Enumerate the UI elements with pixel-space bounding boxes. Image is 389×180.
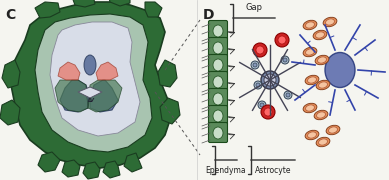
Ellipse shape <box>316 137 330 147</box>
FancyBboxPatch shape <box>209 37 228 57</box>
Ellipse shape <box>317 57 326 63</box>
Ellipse shape <box>213 127 223 139</box>
Ellipse shape <box>260 103 264 107</box>
FancyBboxPatch shape <box>209 123 228 143</box>
Ellipse shape <box>303 47 317 57</box>
Ellipse shape <box>264 74 276 86</box>
Polygon shape <box>0 100 20 125</box>
Ellipse shape <box>303 103 317 113</box>
Ellipse shape <box>213 76 223 88</box>
Ellipse shape <box>316 80 330 90</box>
Ellipse shape <box>213 93 223 105</box>
Ellipse shape <box>305 130 319 140</box>
Polygon shape <box>103 161 120 178</box>
Polygon shape <box>10 2 170 168</box>
Ellipse shape <box>256 83 260 87</box>
Ellipse shape <box>278 36 286 44</box>
Polygon shape <box>158 60 177 87</box>
Polygon shape <box>96 62 118 80</box>
Ellipse shape <box>256 46 264 54</box>
Polygon shape <box>145 2 162 17</box>
Ellipse shape <box>326 19 335 25</box>
Text: Gap: Gap <box>245 3 263 12</box>
Ellipse shape <box>264 108 272 116</box>
Ellipse shape <box>251 61 259 69</box>
Ellipse shape <box>317 112 326 118</box>
Ellipse shape <box>275 33 289 47</box>
Ellipse shape <box>261 71 279 89</box>
FancyBboxPatch shape <box>209 21 228 40</box>
Ellipse shape <box>319 139 328 145</box>
Ellipse shape <box>283 58 287 62</box>
Polygon shape <box>60 80 90 112</box>
Text: LV: LV <box>88 98 95 102</box>
Ellipse shape <box>313 30 327 40</box>
Polygon shape <box>88 80 122 112</box>
Ellipse shape <box>281 56 289 64</box>
Ellipse shape <box>314 110 328 120</box>
FancyBboxPatch shape <box>209 71 228 91</box>
Polygon shape <box>160 98 180 124</box>
FancyBboxPatch shape <box>209 105 228 125</box>
Polygon shape <box>124 153 142 172</box>
Text: Ependyma: Ependyma <box>206 166 246 175</box>
Polygon shape <box>83 162 100 179</box>
Text: D: D <box>203 8 214 22</box>
Text: C: C <box>5 8 15 22</box>
Ellipse shape <box>325 53 355 87</box>
Polygon shape <box>50 22 140 136</box>
Ellipse shape <box>254 81 262 89</box>
Ellipse shape <box>213 25 223 37</box>
Ellipse shape <box>305 75 319 85</box>
Polygon shape <box>62 160 80 177</box>
Polygon shape <box>78 87 102 98</box>
Ellipse shape <box>308 132 316 138</box>
Ellipse shape <box>315 55 329 65</box>
Ellipse shape <box>306 22 314 28</box>
Ellipse shape <box>213 110 223 122</box>
Ellipse shape <box>303 20 317 30</box>
Polygon shape <box>108 0 130 6</box>
Ellipse shape <box>253 43 267 57</box>
Ellipse shape <box>286 93 290 97</box>
Polygon shape <box>72 0 95 7</box>
Polygon shape <box>35 2 60 18</box>
Ellipse shape <box>329 127 337 133</box>
Polygon shape <box>90 80 118 112</box>
Ellipse shape <box>308 77 316 83</box>
Ellipse shape <box>319 82 328 88</box>
Ellipse shape <box>258 101 266 109</box>
Text: Astrocyte: Astrocyte <box>255 166 291 175</box>
Ellipse shape <box>323 17 337 27</box>
FancyBboxPatch shape <box>209 55 228 75</box>
Polygon shape <box>58 62 80 80</box>
Polygon shape <box>55 80 88 112</box>
Polygon shape <box>35 14 152 152</box>
FancyBboxPatch shape <box>209 89 228 109</box>
Ellipse shape <box>315 32 324 38</box>
Ellipse shape <box>326 125 340 135</box>
Ellipse shape <box>261 105 275 119</box>
Polygon shape <box>38 152 60 172</box>
Ellipse shape <box>213 59 223 71</box>
Ellipse shape <box>306 105 314 111</box>
FancyBboxPatch shape <box>200 3 385 178</box>
Ellipse shape <box>253 63 257 67</box>
Polygon shape <box>2 60 20 88</box>
Ellipse shape <box>306 49 314 55</box>
Ellipse shape <box>284 91 292 99</box>
Ellipse shape <box>213 42 223 54</box>
Ellipse shape <box>84 55 96 75</box>
